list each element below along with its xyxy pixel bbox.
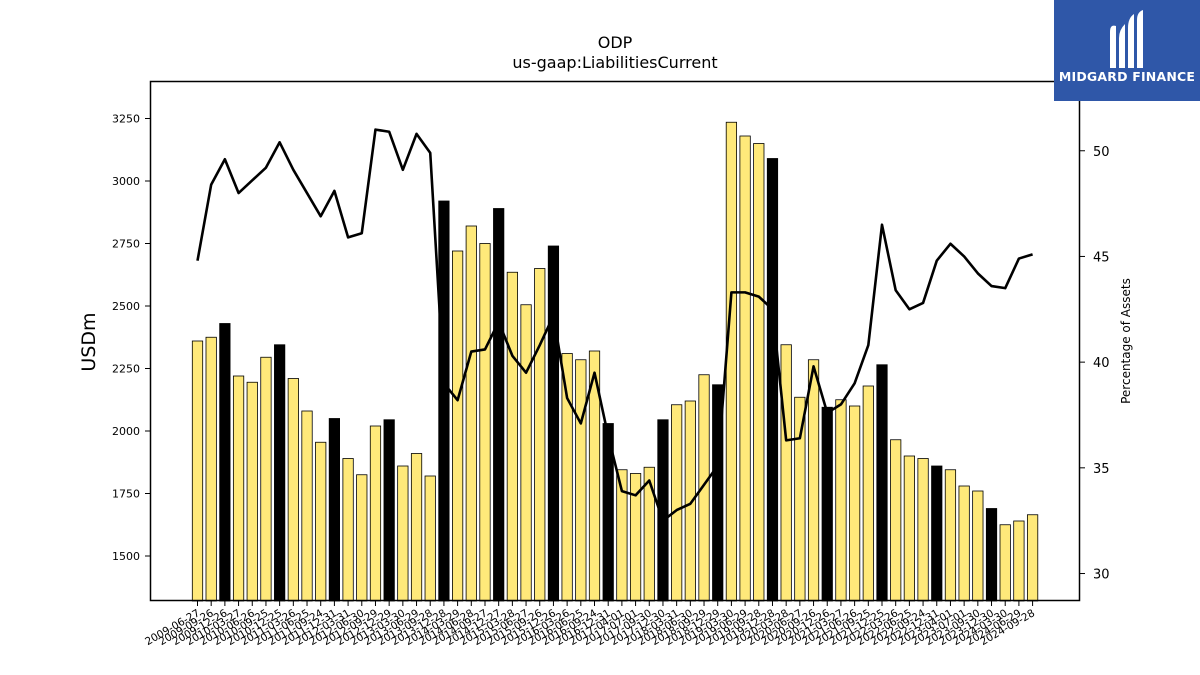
y-tick-label: 2250 — [112, 363, 140, 376]
bar-2012-03-31 — [342, 458, 354, 602]
chart-subtitle: us-gaap:LiabilitiesCurrent — [512, 53, 717, 72]
bar-2023-09-30 — [972, 490, 984, 602]
bar-2018-06-30 — [684, 400, 696, 602]
y-axis-label: USDm — [78, 312, 100, 371]
bar-2011-09-24 — [315, 441, 327, 602]
chart-title: ODP — [598, 33, 633, 52]
bar-2010-06-26 — [246, 381, 258, 602]
y-tick-label: 2500 — [112, 300, 140, 313]
y2-tick-label: 50 — [1093, 145, 1110, 160]
y-axis-left: 1500 1750 2000 2250 2500 2750 3000 3250 — [112, 113, 150, 563]
y2-tick-label: 40 — [1093, 356, 1110, 371]
bar-2022-12-31 — [931, 465, 943, 602]
y2-tick-label: 30 — [1093, 568, 1110, 583]
bar-2024-03-30 — [999, 524, 1011, 602]
bar-2012-12-29 — [383, 419, 395, 602]
percentage-line — [196, 128, 1033, 522]
bar-2015-03-28 — [506, 271, 518, 602]
bar-2022-06-25 — [903, 455, 915, 602]
bar-2020-09-26 — [807, 359, 820, 602]
bar-2013-03-30 — [397, 465, 409, 602]
bar-2014-09-27 — [479, 243, 491, 602]
bar-2020-06-27 — [794, 396, 806, 602]
bar-2024-09-28 — [1026, 514, 1039, 602]
bar-2021-12-25 — [876, 364, 888, 602]
bar-2019-03-30 — [725, 121, 738, 602]
bar-2015-12-26 — [547, 245, 560, 602]
bar-2021-03-27 — [835, 399, 847, 602]
plot-frame — [149, 80, 1081, 602]
bar-2015-06-27 — [520, 304, 532, 602]
y2-tick-label: 45 — [1093, 250, 1110, 265]
y-tick-label: 3000 — [112, 175, 140, 188]
bar-2012-09-29 — [369, 425, 382, 602]
bar-series — [191, 121, 1039, 602]
midgard-logo-icon — [1110, 10, 1143, 69]
bar-2023-04-01 — [944, 469, 957, 602]
y-tick-label: 2000 — [112, 425, 140, 438]
bar-2013-06-29 — [410, 453, 423, 602]
x-axis: 2009-06-272009-09-262009-12-262010-03-27… — [143, 601, 1037, 648]
y-axis-right: 30 35 40 45 50 — [1080, 145, 1110, 583]
bar-2016-06-25 — [575, 359, 587, 602]
bar-2011-12-31 — [328, 418, 341, 602]
y2-axis-label: Percentage of Assets — [1119, 278, 1133, 404]
bar-2014-03-29 — [452, 250, 464, 602]
bar-2010-09-25 — [260, 356, 272, 602]
bar-2011-06-25 — [301, 410, 313, 602]
bar-2024-06-29 — [1013, 520, 1025, 602]
y-tick-label: 3250 — [112, 113, 140, 126]
bar-2021-09-25 — [862, 385, 874, 602]
bar-2010-12-25 — [274, 344, 286, 602]
bar-2013-09-28 — [424, 475, 436, 602]
bar-2020-12-26 — [821, 406, 833, 602]
bar-2023-12-30 — [985, 508, 998, 602]
bar-2023-07-01 — [958, 485, 970, 602]
y-tick-label: 1500 — [112, 550, 140, 563]
bar-2019-12-28 — [766, 158, 779, 602]
bar-2014-12-27 — [493, 208, 505, 602]
bar-2022-03-26 — [890, 439, 902, 602]
y-tick-label: 1750 — [112, 488, 140, 501]
y2-tick-label: 35 — [1093, 462, 1110, 477]
bar-2021-06-26 — [849, 405, 861, 602]
y-tick-label: 2750 — [112, 238, 140, 251]
bar-2012-06-30 — [356, 474, 368, 602]
bar-2020-03-28 — [780, 344, 792, 602]
bar-2019-09-28 — [753, 143, 765, 602]
bar-2015-09-26 — [534, 268, 546, 602]
bar-2009-09-26 — [205, 336, 217, 602]
bar-2022-09-24 — [917, 458, 929, 602]
logo-text: MIDGARD FINANCE — [1058, 69, 1196, 84]
bar-2009-12-26 — [219, 323, 231, 602]
bar-2014-06-28 — [465, 225, 477, 602]
bar-2009-06-27 — [191, 340, 204, 602]
bar-2010-03-27 — [232, 375, 245, 602]
bar-2011-03-26 — [287, 378, 299, 602]
bar-2018-03-31 — [671, 404, 683, 602]
midgard-finance-logo: MIDGARD FINANCE — [1054, 0, 1200, 101]
bar-2013-12-28 — [438, 200, 450, 602]
bar-2019-06-29 — [739, 135, 751, 602]
